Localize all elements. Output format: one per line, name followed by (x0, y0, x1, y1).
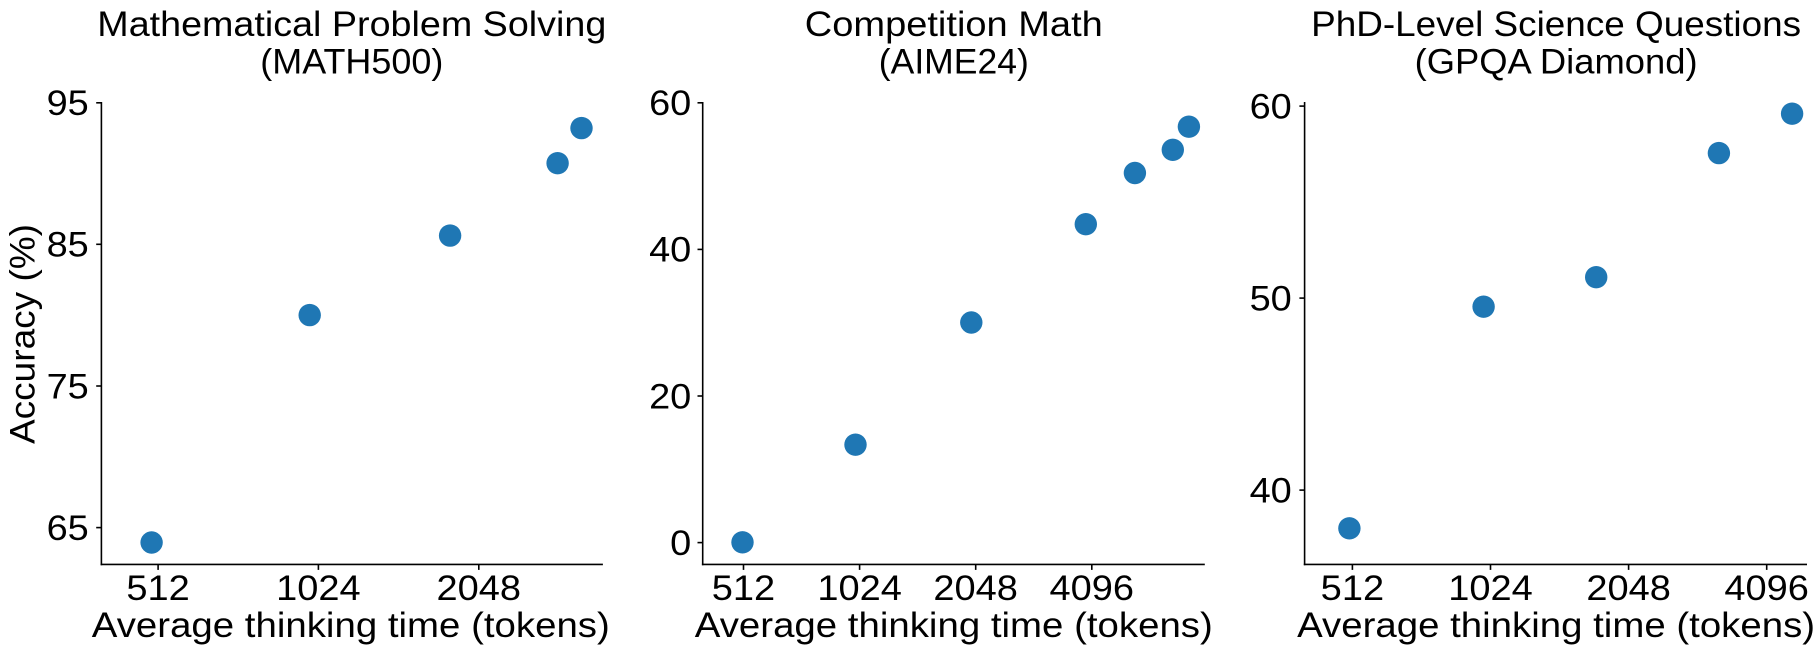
svg-text:2048: 2048 (933, 568, 1018, 608)
svg-text:(AIME24): (AIME24) (879, 41, 1029, 81)
svg-text:Mathematical Problem Solving: Mathematical Problem Solving (97, 4, 606, 44)
svg-text:40: 40 (1250, 470, 1292, 510)
svg-text:60: 60 (649, 83, 691, 123)
svg-text:512: 512 (712, 568, 775, 608)
svg-text:20: 20 (649, 376, 691, 416)
svg-text:95: 95 (47, 83, 89, 123)
svg-text:50: 50 (1250, 278, 1292, 318)
svg-text:Average thinking time (tokens): Average thinking time (tokens) (695, 605, 1213, 645)
svg-text:512: 512 (1321, 568, 1384, 608)
svg-text:40: 40 (649, 230, 691, 270)
svg-text:Accuracy (%): Accuracy (%) (3, 224, 43, 444)
svg-text:Average thinking time (tokens): Average thinking time (tokens) (92, 605, 610, 645)
svg-text:512: 512 (126, 568, 189, 608)
svg-text:(MATH500): (MATH500) (260, 41, 443, 81)
svg-text:1024: 1024 (276, 568, 361, 608)
svg-text:1024: 1024 (817, 568, 902, 608)
svg-text:PhD-Level Science Questions: PhD-Level Science Questions (1311, 4, 1801, 44)
svg-text:Average thinking time (tokens): Average thinking time (tokens) (1297, 605, 1815, 645)
svg-text:4096: 4096 (1050, 568, 1135, 608)
svg-text:(GPQA Diamond): (GPQA Diamond) (1415, 41, 1698, 81)
svg-text:65: 65 (47, 508, 89, 548)
svg-text:75: 75 (47, 366, 89, 406)
svg-text:0: 0 (670, 523, 691, 563)
svg-text:2048: 2048 (1586, 568, 1671, 608)
svg-text:2048: 2048 (437, 568, 522, 608)
svg-text:4096: 4096 (1724, 568, 1809, 608)
svg-text:60: 60 (1250, 86, 1292, 126)
svg-text:1024: 1024 (1448, 568, 1533, 608)
svg-text:85: 85 (47, 225, 89, 265)
svg-text:Competition Math: Competition Math (805, 4, 1103, 44)
